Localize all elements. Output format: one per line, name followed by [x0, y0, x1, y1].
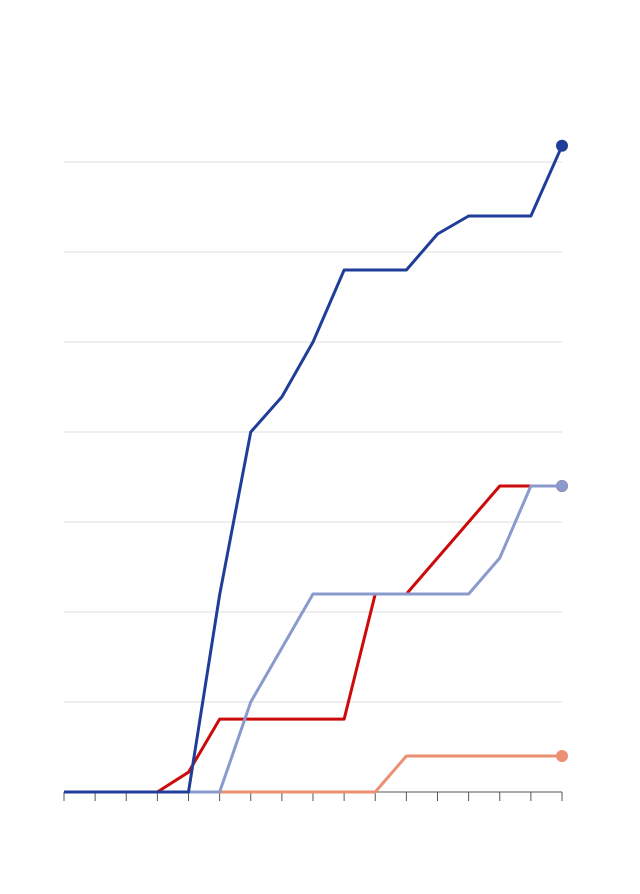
series-line [64, 484, 562, 794]
series-line [64, 145, 564, 794]
end-marker [556, 750, 568, 762]
end-marker [556, 480, 568, 492]
series-line [64, 484, 562, 794]
series-line [64, 754, 562, 794]
end-marker [556, 139, 568, 152]
